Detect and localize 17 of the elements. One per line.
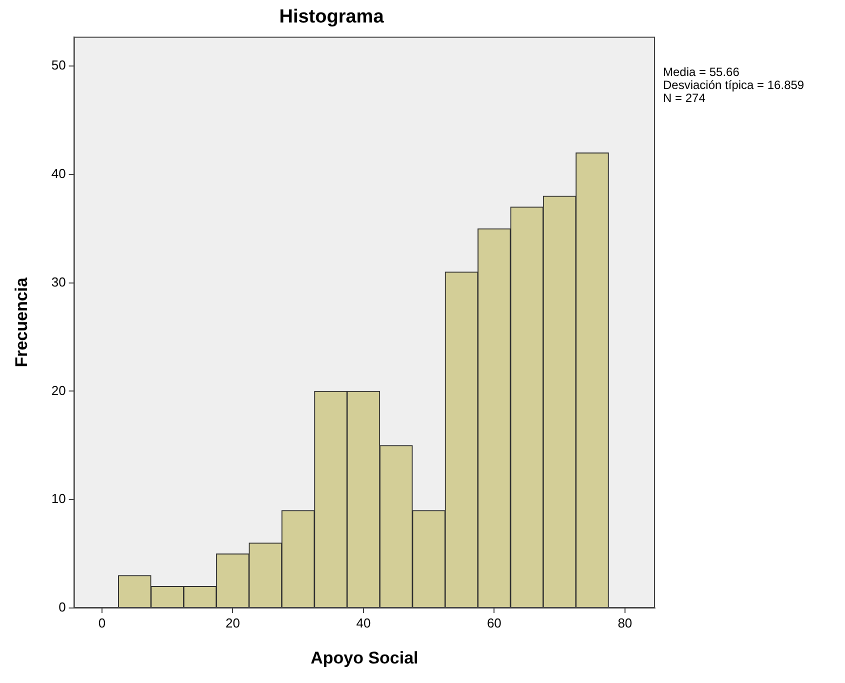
x-tick-label: 40 — [356, 615, 371, 630]
y-tick-label: 10 — [51, 491, 66, 506]
x-tick-label: 60 — [486, 615, 502, 630]
y-tick-label: 0 — [58, 600, 66, 615]
text: N = 274 — [663, 91, 706, 106]
text: Desviación típica = 16.859 — [663, 78, 804, 92]
x-tick-label: 20 — [225, 615, 240, 630]
x-tick-label: 0 — [98, 615, 106, 630]
x-tick-label: 80 — [618, 615, 632, 630]
x-axis-title: Apoyo Social — [310, 648, 418, 668]
chart-title: Histograma — [279, 6, 384, 28]
y-tick-label: 20 — [51, 382, 66, 398]
text: Media = 55.66 — [663, 65, 740, 80]
y-axis-title: Frecuencia — [12, 276, 31, 368]
y-tick-label: 50 — [51, 58, 66, 73]
y-tick-label: 30 — [51, 274, 66, 290]
y-tick-label: 40 — [51, 166, 66, 182]
